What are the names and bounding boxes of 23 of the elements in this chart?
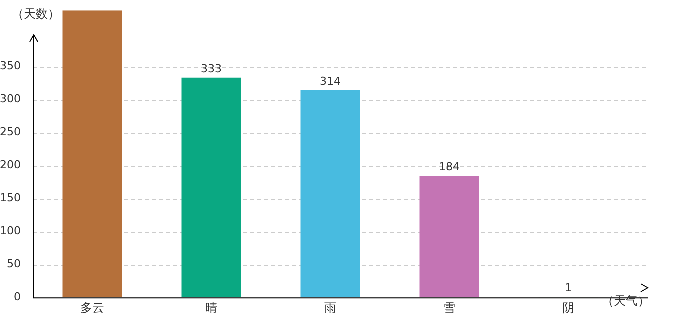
y-tick-label: 200: [0, 158, 21, 172]
x-axis-title: （天气）: [602, 294, 650, 308]
bar: [420, 176, 480, 298]
data-label: 184: [439, 160, 460, 174]
y-tick-label: 0: [14, 290, 21, 304]
data-label: 314: [320, 74, 341, 88]
data-label: 1: [565, 281, 572, 294]
y-tick-label: 100: [0, 224, 21, 238]
y-tick-label: 50: [7, 257, 21, 270]
bar: [182, 78, 242, 298]
x-tick-label: 雨: [324, 300, 336, 315]
y-axis-title: （天数）: [12, 7, 60, 22]
bar: [62, 10, 122, 298]
x-tick-label: 阴: [562, 300, 574, 315]
y-tick-label: 150: [0, 191, 21, 204]
x-tick-label: 晴: [206, 300, 218, 315]
x-tick-label: 多云: [80, 300, 104, 315]
y-tick-label: 350: [0, 60, 21, 73]
y-tick-label: 300: [0, 92, 21, 106]
y-tick-label: 250: [0, 126, 21, 139]
data-label: 333: [201, 62, 222, 76]
x-tick-label: 雪: [444, 300, 456, 315]
bar: [300, 90, 360, 298]
